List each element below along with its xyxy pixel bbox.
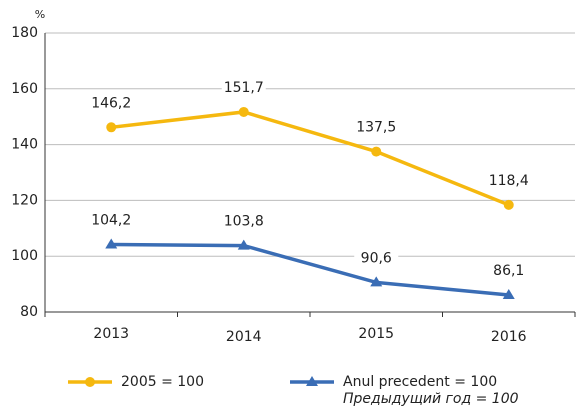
y-tick-label: 160 — [11, 81, 38, 97]
label-bg — [354, 249, 399, 268]
y-unit: % — [35, 8, 45, 21]
marker — [106, 122, 117, 133]
data-label: 151,7 — [224, 80, 264, 96]
marker — [85, 377, 95, 387]
marker — [237, 239, 250, 250]
label-bg — [89, 94, 134, 113]
label-bg — [221, 212, 266, 231]
line — [111, 110, 510, 207]
data-label: 90,6 — [361, 250, 392, 266]
legend-sublabel: Предыдущий год = 100 — [343, 391, 519, 407]
x-tick-label: 2014 — [226, 329, 262, 345]
y-tick-label: 80 — [20, 304, 38, 320]
marker — [306, 376, 318, 386]
data-label: 137,5 — [356, 120, 396, 136]
label-bg — [486, 261, 531, 280]
data-label: 86,1 — [493, 263, 524, 279]
y-tick-label: 120 — [11, 192, 38, 208]
marker — [502, 288, 515, 299]
legend-label: 2005 = 100 — [121, 374, 204, 390]
label-bg — [221, 78, 266, 97]
data-label: 146,2 — [91, 95, 131, 111]
marker — [503, 199, 514, 210]
data-label: 103,8 — [224, 214, 264, 230]
label-bg — [354, 118, 399, 137]
x-tick-label: 2016 — [491, 329, 527, 345]
y-tick-label: 100 — [11, 248, 38, 264]
line — [111, 242, 509, 297]
y-tick-label: 180 — [11, 25, 38, 41]
y-tick-label: 140 — [11, 137, 38, 153]
marker — [370, 276, 383, 287]
label-bg — [486, 171, 531, 190]
marker — [105, 238, 118, 249]
x-tick-label: 2015 — [358, 326, 394, 342]
data-label: 104,2 — [91, 212, 131, 228]
label-bg — [89, 211, 134, 230]
x-tick-label: 2013 — [93, 326, 129, 342]
marker — [371, 146, 382, 157]
marker — [238, 106, 249, 117]
legend-label: Anul precedent = 100 — [343, 374, 497, 390]
data-label: 118,4 — [489, 173, 529, 189]
